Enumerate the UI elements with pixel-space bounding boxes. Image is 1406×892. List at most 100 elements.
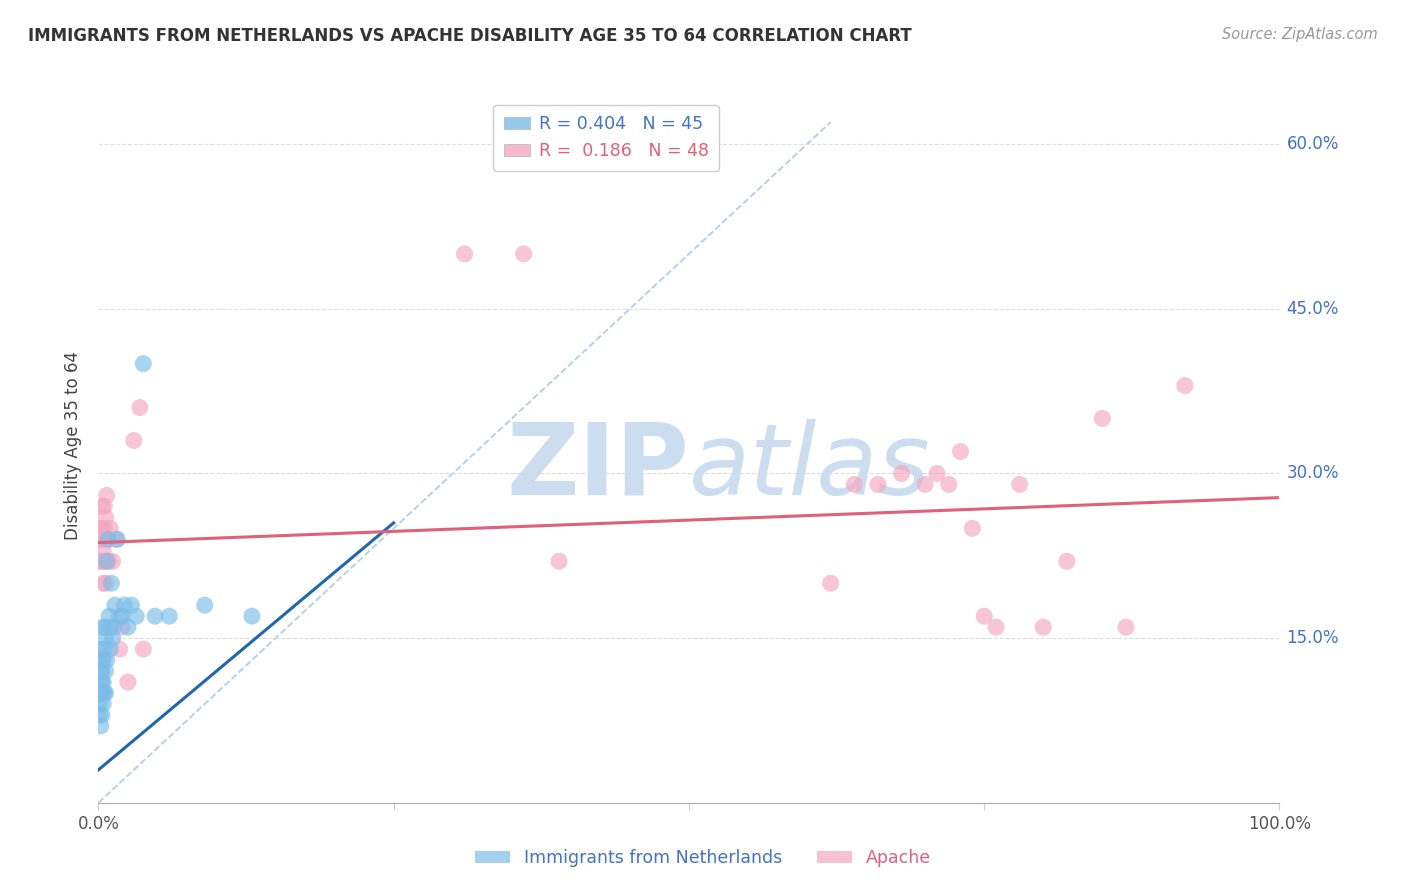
Point (938, 477, 960, 491)
Point (117, 620, 139, 634)
Point (90, 653, 112, 667)
Point (820, 576, 842, 591)
Point (94, 576, 117, 591)
Point (105, 533, 128, 547)
Point (925, 467, 948, 481)
Point (1056, 554, 1078, 568)
Point (132, 642, 155, 657)
Point (91, 664, 114, 678)
Point (90, 675, 112, 690)
Point (949, 444, 972, 458)
Point (108, 642, 131, 657)
Text: ZIP: ZIP (506, 419, 689, 516)
Text: 60.0%: 60.0% (1286, 135, 1339, 153)
Point (117, 675, 139, 690)
Point (96, 554, 118, 568)
Point (112, 598, 135, 612)
Point (90, 686, 112, 700)
Point (91, 708, 114, 723)
Point (1115, 620, 1137, 634)
Point (93, 554, 115, 568)
Point (94, 664, 117, 678)
Point (98, 620, 121, 634)
Point (94, 686, 117, 700)
Point (240, 609, 263, 624)
Text: 15.0%: 15.0% (1286, 629, 1339, 647)
Text: atlas: atlas (689, 419, 931, 516)
Point (157, 609, 180, 624)
Point (844, 477, 866, 491)
Point (453, 247, 475, 261)
Point (194, 598, 217, 612)
Point (89, 708, 111, 723)
Point (103, 620, 125, 634)
Point (98, 554, 121, 568)
Point (111, 609, 134, 624)
Legend: Immigrants from Netherlands, Apache: Immigrants from Netherlands, Apache (468, 843, 938, 874)
Point (1174, 378, 1197, 392)
Point (914, 477, 936, 491)
Point (96, 653, 118, 667)
Point (91, 697, 114, 711)
Point (91, 533, 114, 547)
Point (91, 576, 114, 591)
Point (91, 675, 114, 690)
Point (121, 598, 143, 612)
Point (101, 554, 124, 568)
Point (90, 554, 112, 568)
Point (90, 664, 112, 678)
Point (93, 642, 115, 657)
Point (91, 554, 114, 568)
Text: IMMIGRANTS FROM NETHERLANDS VS APACHE DISABILITY AGE 35 TO 64 CORRELATION CHART: IMMIGRANTS FROM NETHERLANDS VS APACHE DI… (28, 27, 912, 45)
Point (973, 609, 995, 624)
Point (89, 533, 111, 547)
Point (105, 533, 128, 547)
Point (128, 401, 150, 415)
Point (890, 467, 912, 481)
Point (98, 521, 121, 535)
Point (98, 642, 121, 657)
Point (143, 609, 166, 624)
Point (94, 510, 117, 524)
Text: Source: ZipAtlas.com: Source: ZipAtlas.com (1222, 27, 1378, 42)
Point (91, 620, 114, 634)
Point (1032, 620, 1054, 634)
Point (1008, 477, 1031, 491)
Point (89, 554, 111, 568)
Point (96, 554, 118, 568)
Text: 30.0%: 30.0% (1286, 465, 1339, 483)
Point (962, 521, 984, 535)
Point (1091, 411, 1114, 425)
Point (96, 488, 118, 502)
Point (93, 686, 115, 700)
Point (89, 686, 111, 700)
Point (91, 675, 114, 690)
Point (111, 620, 134, 634)
Point (132, 357, 155, 371)
Point (91, 653, 114, 667)
Point (91, 521, 114, 535)
Point (89, 697, 111, 711)
Point (866, 477, 889, 491)
Point (984, 620, 1007, 634)
Legend: R = 0.404   N = 45, R =  0.186   N = 48: R = 0.404 N = 45, R = 0.186 N = 48 (494, 105, 718, 170)
Point (90, 719, 112, 733)
Point (98, 609, 121, 624)
Point (91, 686, 114, 700)
Point (101, 631, 124, 645)
Point (93, 500, 115, 514)
Point (93, 620, 115, 634)
Point (122, 434, 145, 448)
Point (100, 576, 122, 591)
Point (90, 521, 112, 535)
Text: 45.0%: 45.0% (1286, 300, 1339, 318)
Point (97, 533, 120, 547)
Point (512, 247, 534, 261)
Point (93, 521, 115, 535)
Point (91, 642, 114, 657)
Point (91, 500, 114, 514)
Point (94, 631, 117, 645)
Point (108, 609, 131, 624)
Y-axis label: Disability Age 35 to 64: Disability Age 35 to 64 (65, 351, 83, 541)
Point (91, 543, 114, 558)
